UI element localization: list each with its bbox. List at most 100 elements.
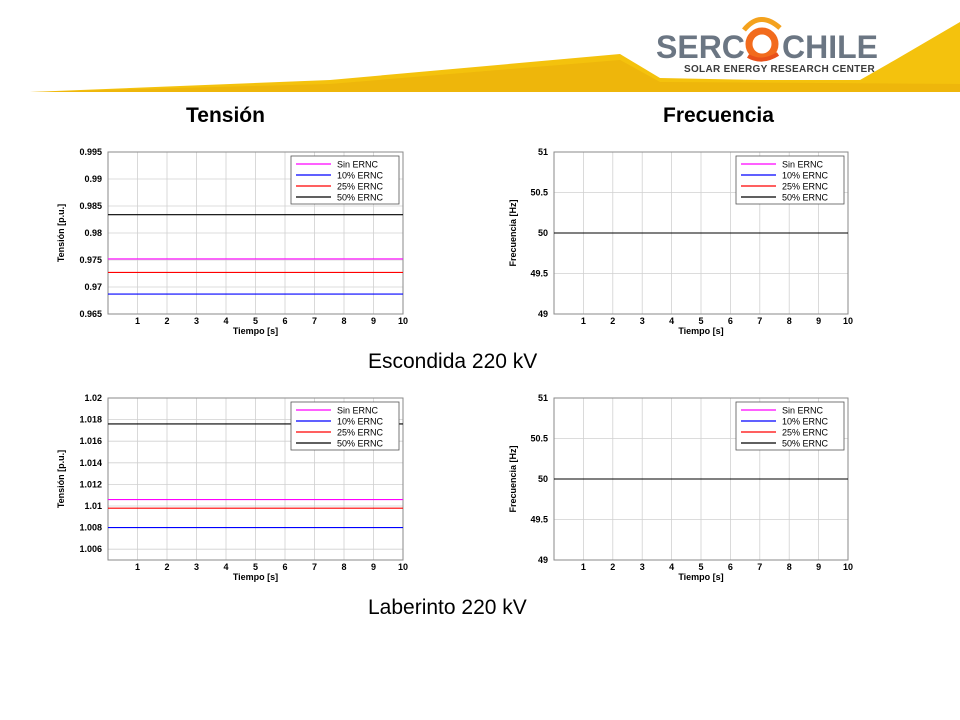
y-tick-label: 1.008	[79, 523, 102, 533]
y-tick-label: 0.985	[79, 201, 102, 211]
x-tick-label: 5	[698, 316, 703, 326]
sun-icon	[742, 17, 782, 62]
x-tick-label: 6	[282, 562, 287, 572]
x-tick-label: 5	[698, 562, 703, 572]
y-axis-label: Tensión [p.u.]	[56, 204, 66, 262]
logo-subtitle: SOLAR ENERGY RESEARCH CENTER	[684, 64, 875, 75]
banner-swoosh-shade	[30, 60, 960, 92]
x-tick-label: 6	[282, 316, 287, 326]
legend-label: 10% ERNC	[337, 171, 384, 181]
y-tick-label: 1.006	[79, 544, 102, 554]
legend-label: 10% ERNC	[337, 417, 384, 427]
y-tick-label: 0.975	[79, 255, 102, 265]
x-tick-label: 9	[371, 316, 376, 326]
y-tick-label: 1.012	[79, 479, 102, 489]
y-tick-label: 49.5	[530, 515, 548, 525]
y-axis-label: Frecuencia [Hz]	[508, 199, 518, 266]
legend-label: 10% ERNC	[782, 417, 829, 427]
serc-chile-logo: SERC CHILE SOLAR ENERGY RESEARCH CENTER	[656, 17, 878, 75]
chart-escondida-tension: 1 2 3 4 5 6 7 8 9 10 0.965 0.97 0.975 0.98 0.985 0.99 0.…	[40, 140, 420, 345]
legend-label: Sin ERNC	[782, 406, 824, 416]
x-tick-label: 7	[757, 316, 762, 326]
legend-label: Sin ERNC	[782, 160, 824, 170]
plot-frame	[107, 397, 404, 561]
x-tick-label: 2	[164, 316, 169, 326]
chart-laberinto-frecuencia: 1 2 3 4 5 6 7 8 9 10 49 49.5 50 50.5 51 Tiempo [s] Frecu…	[496, 386, 866, 591]
x-tick-label: 9	[816, 316, 821, 326]
header-banner: SERC CHILE SOLAR ENERGY RESEARCH CENTER	[30, 17, 960, 92]
legend-label: 50% ERNC	[337, 193, 384, 203]
x-tick-label: 7	[312, 562, 317, 572]
x-tick-label: 1	[581, 562, 586, 572]
x-tick-label: 9	[816, 562, 821, 572]
tension-heading: Tensión	[186, 104, 265, 127]
y-tick-label: 1.016	[79, 436, 102, 446]
x-tick-label: 10	[398, 562, 408, 572]
x-tick-label: 1	[135, 316, 140, 326]
legend-label: 25% ERNC	[337, 182, 384, 192]
x-axis-label: Tiempo [s]	[678, 572, 723, 582]
logo-brand-right: CHILE	[782, 29, 878, 65]
y-tick-label: 1.018	[79, 415, 102, 425]
legend-label: 25% ERNC	[782, 182, 829, 192]
x-tick-label: 4	[669, 562, 674, 572]
x-axis-label: Tiempo [s]	[678, 326, 723, 336]
y-tick-label: 50.5	[530, 434, 548, 444]
x-axis-label: Tiempo [s]	[233, 326, 278, 336]
x-tick-label: 7	[757, 562, 762, 572]
x-tick-label: 8	[341, 316, 346, 326]
location-laberinto: Laberinto 220 kV	[368, 596, 527, 619]
chart-escondida-frecuencia: 1 2 3 4 5 6 7 8 9 10 49 49.5 50 50.5 51 Tiempo [s] Frecu…	[496, 140, 866, 345]
x-tick-label: 8	[787, 562, 792, 572]
x-tick-label: 8	[341, 562, 346, 572]
x-tick-label: 2	[164, 562, 169, 572]
x-tick-label: 5	[253, 562, 258, 572]
y-tick-label: 49	[538, 309, 548, 319]
x-tick-label: 6	[728, 316, 733, 326]
x-tick-label: 7	[312, 316, 317, 326]
y-tick-label: 49.5	[530, 269, 548, 279]
legend-label: Sin ERNC	[337, 160, 379, 170]
frecuencia-heading: Frecuencia	[663, 104, 774, 127]
y-tick-label: 1.01	[84, 501, 102, 511]
x-tick-label: 3	[640, 562, 645, 572]
y-tick-label: 0.995	[79, 147, 102, 157]
x-tick-label: 10	[398, 316, 408, 326]
legend-label: 10% ERNC	[782, 171, 829, 181]
y-tick-label: 0.98	[84, 228, 102, 238]
x-tick-label: 10	[843, 562, 853, 572]
x-tick-label: 4	[223, 316, 228, 326]
x-tick-label: 2	[610, 316, 615, 326]
y-axis-label: Tensión [p.u.]	[56, 450, 66, 508]
x-tick-label: 8	[787, 316, 792, 326]
x-tick-label: 2	[610, 562, 615, 572]
x-tick-label: 3	[194, 316, 199, 326]
x-tick-label: 4	[223, 562, 228, 572]
legend-label: 50% ERNC	[337, 439, 384, 449]
legend-label: 25% ERNC	[782, 428, 829, 438]
legend-label: 25% ERNC	[337, 428, 384, 438]
logo-brand-left: SERC	[656, 29, 745, 65]
x-tick-label: 1	[135, 562, 140, 572]
x-tick-label: 4	[669, 316, 674, 326]
y-tick-label: 49	[538, 555, 548, 565]
y-tick-label: 0.965	[79, 309, 102, 319]
y-tick-label: 1.014	[79, 458, 102, 468]
legend-label: 50% ERNC	[782, 439, 829, 449]
x-tick-label: 10	[843, 316, 853, 326]
plot-frame	[107, 151, 404, 315]
y-axis-label: Frecuencia [Hz]	[508, 445, 518, 512]
y-tick-label: 51	[538, 393, 548, 403]
chart-laberinto-tension: 1 2 3 4 5 6 7 8 9 10 1.006 1.008 1.01 1.012 1.014 1.016…	[40, 386, 420, 591]
y-tick-label: 50.5	[530, 188, 548, 198]
x-tick-label: 3	[194, 562, 199, 572]
y-tick-label: 0.99	[84, 174, 102, 184]
y-tick-label: 51	[538, 147, 548, 157]
y-tick-label: 0.97	[84, 282, 102, 292]
y-tick-label: 50	[538, 228, 548, 238]
x-axis-label: Tiempo [s]	[233, 572, 278, 582]
